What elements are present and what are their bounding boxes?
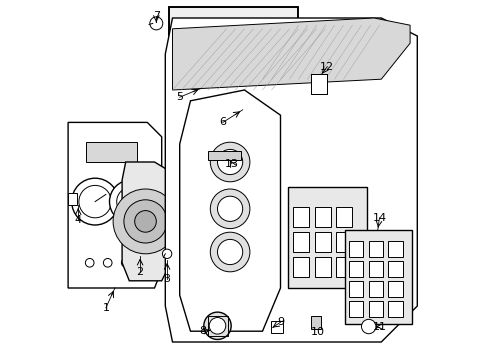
- Circle shape: [254, 96, 263, 105]
- Bar: [387, 301, 402, 317]
- Bar: [348, 301, 363, 317]
- Text: 9: 9: [276, 317, 284, 327]
- Circle shape: [210, 189, 249, 229]
- Text: 2: 2: [136, 267, 143, 277]
- Bar: [168, 7, 298, 151]
- Text: 6: 6: [219, 117, 226, 127]
- Bar: [287, 187, 366, 288]
- Circle shape: [85, 258, 94, 267]
- Polygon shape: [179, 90, 280, 331]
- Circle shape: [113, 189, 178, 254]
- Circle shape: [123, 200, 167, 243]
- Text: 5: 5: [176, 92, 183, 102]
- Bar: [345, 230, 411, 324]
- Bar: [292, 232, 309, 252]
- Circle shape: [209, 318, 225, 334]
- Circle shape: [162, 249, 171, 258]
- Bar: [336, 257, 352, 277]
- Bar: [348, 241, 363, 257]
- Bar: [310, 74, 326, 94]
- Circle shape: [139, 258, 148, 267]
- Bar: [314, 232, 330, 252]
- Bar: [271, 321, 283, 333]
- Bar: [348, 261, 363, 277]
- Circle shape: [361, 319, 375, 334]
- Circle shape: [149, 17, 163, 30]
- Bar: [348, 281, 363, 297]
- Circle shape: [121, 258, 130, 267]
- Circle shape: [209, 37, 222, 50]
- Bar: [387, 241, 402, 257]
- Circle shape: [188, 70, 228, 110]
- Bar: [368, 241, 382, 257]
- Bar: [336, 207, 352, 227]
- Bar: [368, 261, 382, 277]
- Polygon shape: [176, 22, 291, 137]
- Circle shape: [72, 178, 118, 225]
- Circle shape: [217, 239, 242, 265]
- Text: 13: 13: [224, 159, 239, 169]
- Circle shape: [103, 258, 112, 267]
- Bar: [387, 261, 402, 277]
- Circle shape: [210, 142, 249, 182]
- Circle shape: [203, 312, 231, 339]
- Text: 7: 7: [152, 11, 160, 21]
- Polygon shape: [122, 162, 172, 281]
- Bar: [292, 207, 309, 227]
- Circle shape: [237, 79, 280, 122]
- Bar: [368, 301, 382, 317]
- Polygon shape: [165, 18, 416, 342]
- Bar: [207, 316, 227, 336]
- Bar: [387, 281, 402, 297]
- Circle shape: [109, 180, 152, 223]
- Text: 4: 4: [75, 215, 81, 225]
- Circle shape: [204, 86, 212, 94]
- Bar: [208, 151, 241, 160]
- Bar: [336, 232, 352, 252]
- Bar: [314, 257, 330, 277]
- Text: 10: 10: [311, 327, 325, 337]
- Bar: [310, 316, 321, 329]
- Bar: [310, 74, 326, 94]
- Circle shape: [187, 37, 200, 50]
- Polygon shape: [172, 18, 409, 90]
- Bar: [314, 207, 330, 227]
- Text: 12: 12: [320, 62, 334, 72]
- Polygon shape: [68, 122, 162, 288]
- Bar: [68, 193, 77, 205]
- Text: 8: 8: [199, 326, 206, 336]
- Text: 14: 14: [372, 213, 386, 223]
- Circle shape: [134, 211, 156, 232]
- Bar: [86, 142, 136, 162]
- Circle shape: [238, 37, 250, 50]
- Bar: [368, 281, 382, 297]
- Text: 3: 3: [163, 274, 170, 284]
- Bar: [292, 257, 309, 277]
- Circle shape: [263, 37, 276, 50]
- Circle shape: [217, 149, 242, 175]
- Bar: [168, 7, 298, 151]
- Circle shape: [244, 86, 273, 115]
- Circle shape: [196, 77, 221, 103]
- Text: 11: 11: [372, 321, 386, 332]
- Circle shape: [210, 232, 249, 272]
- Text: 1: 1: [102, 303, 109, 313]
- Circle shape: [217, 196, 242, 221]
